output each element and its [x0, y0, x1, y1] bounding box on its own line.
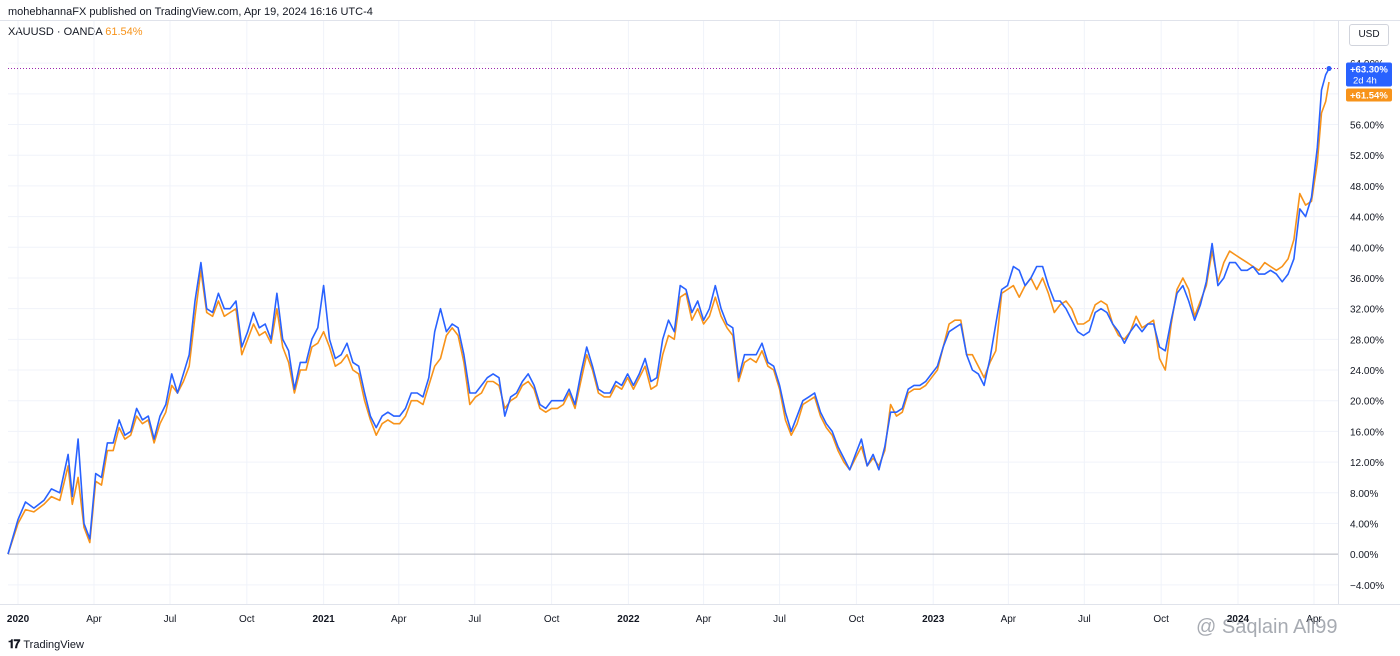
time-tick-label: Apr — [696, 614, 712, 625]
price-tick-label: 20.00% — [1350, 397, 1384, 408]
watermark: @ Saqlain Ali99 — [1196, 616, 1338, 638]
price-tick-label: 32.00% — [1350, 305, 1384, 316]
symbol-name: XAUUSD · OANDA — [8, 26, 103, 38]
tradingview-logo-text: TradingView — [23, 638, 84, 651]
price-tick-label: 0.00% — [1350, 550, 1378, 561]
last-value-countdown: 2d 4h — [1353, 76, 1377, 87]
price-tick-label: 28.00% — [1350, 335, 1384, 346]
last-value-badge-blue — [1346, 62, 1392, 87]
price-tick-label: 8.00% — [1350, 489, 1378, 500]
last-value-labels: +63.30%2d 4h +61.54% — [1346, 62, 1392, 102]
price-tick-label: 48.00% — [1350, 182, 1384, 193]
time-tick-label: 2022 — [617, 614, 640, 625]
tradingview-logo[interactable]: 𝟏𝟕 TradingView — [8, 637, 84, 652]
time-tick-label: 2023 — [922, 614, 945, 625]
series-endpoint — [1326, 66, 1332, 72]
time-tick-label: Apr — [391, 614, 407, 625]
time-tick-label: Jul — [773, 614, 786, 625]
time-tick-label: Jul — [1078, 614, 1091, 625]
publish-info: mohebhannaFX published on TradingView.co… — [8, 6, 373, 18]
grid-lines — [8, 20, 1338, 604]
series-lines — [7, 66, 1332, 555]
price-tick-label: 52.00% — [1350, 151, 1384, 162]
price-tick-label: 56.00% — [1350, 121, 1384, 132]
time-tick-label: Oct — [239, 614, 255, 625]
price-tick-label: 24.00% — [1350, 366, 1384, 377]
price-tick-label: −4.00% — [1350, 581, 1384, 592]
time-tick-label: Apr — [1306, 614, 1322, 625]
time-tick-label: Apr — [1001, 614, 1017, 625]
symbol-change: 61.54% — [105, 26, 143, 38]
time-tick-label: Jul — [468, 614, 481, 625]
time-tick-label: 2020 — [7, 614, 30, 625]
price-tick-label: 40.00% — [1350, 243, 1384, 254]
currency-button[interactable]: USD — [1349, 24, 1389, 46]
last-value-badge-orange — [1346, 88, 1392, 102]
tradingview-logo-icon: 𝟏𝟕 — [8, 637, 20, 651]
time-tick-label: 2024 — [1227, 614, 1250, 625]
axis-lines — [0, 20, 1400, 605]
series-line-blue — [7, 68, 1330, 555]
price-tick-label: 36.00% — [1350, 274, 1384, 285]
last-value-orange: +61.54% — [1350, 91, 1388, 102]
time-tick-label: 2021 — [313, 614, 336, 625]
time-tick-label: Oct — [849, 614, 865, 625]
price-tick-label: 4.00% — [1350, 519, 1378, 530]
time-tick-label: Oct — [544, 614, 560, 625]
price-tick-label: 12.00% — [1350, 458, 1384, 469]
price-axis: −4.00% 0.00% 4.00% 8.00% 12.00% 16.00% 20.00% 2… — [1350, 59, 1384, 592]
symbol-legend[interactable]: XAUUSD · OANDA 61.54% — [8, 26, 143, 38]
price-tick-label: 44.00% — [1350, 213, 1384, 224]
last-value-blue: +63.30% — [1350, 65, 1388, 76]
time-tick-label: Jul — [164, 614, 177, 625]
time-tick-label: Oct — [1153, 614, 1169, 625]
price-tick-label: 16.00% — [1350, 427, 1384, 438]
series-line-orange — [7, 81, 1330, 555]
time-tick-label: Apr — [86, 614, 102, 625]
time-axis: 2020 Apr Jul Oct 2021 Apr Jul Oct 2022 Apr Jul Oct 2… — [7, 614, 1323, 625]
